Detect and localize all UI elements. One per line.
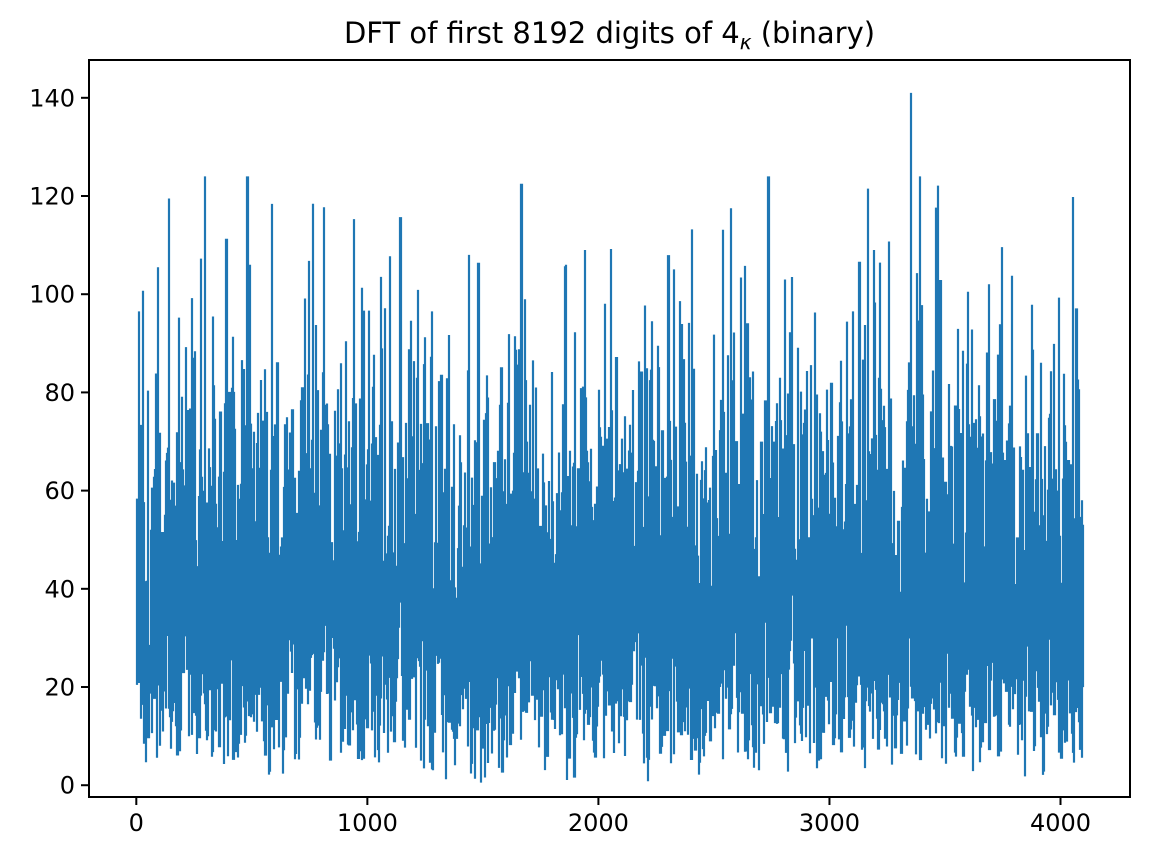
y-tick-label: 40: [44, 575, 75, 603]
x-tick-label: 1000: [337, 809, 398, 837]
x-tick-label: 2000: [568, 809, 629, 837]
title-subscript: κ: [739, 30, 752, 54]
data-series-path: [135, 92, 1085, 783]
y-tick-label: 100: [29, 281, 75, 309]
x-tick-label: 4000: [1030, 809, 1091, 837]
chart-title-prefix: DFT of first 8192 digits of 4: [343, 16, 740, 50]
chart-title-suffix: (binary): [751, 16, 876, 50]
axes-frame: [88, 59, 1131, 798]
chart-title: DFT of first 8192 digits of 4κ (binary): [89, 16, 1130, 54]
y-tick-label: 20: [44, 674, 75, 702]
y-tick-label: 120: [29, 183, 75, 211]
y-tick-label: 140: [29, 84, 75, 112]
y-tick-label: 80: [44, 379, 75, 407]
y-tick-label: 60: [44, 477, 75, 505]
x-tick-label: 0: [129, 809, 144, 837]
y-tick-label: 0: [60, 772, 75, 800]
x-tick-label: 3000: [799, 809, 860, 837]
